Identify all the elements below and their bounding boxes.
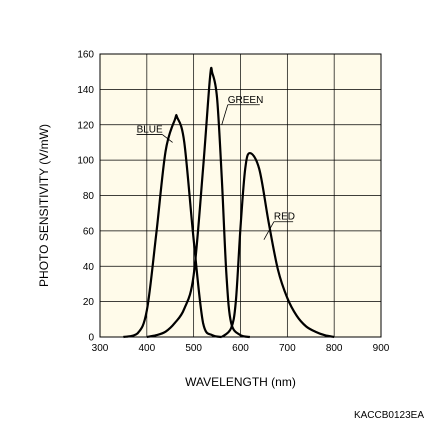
y-tick-label: 120 [77,120,94,131]
series-label-red: RED [274,212,295,223]
y-tick-label: 160 [77,50,94,61]
series-label-blue: BLUE [137,124,163,135]
x-axis-title: WAVELENGTH (nm) [185,375,296,389]
x-tick-label: 800 [326,343,343,354]
series-lines [123,66,335,339]
x-tick-label: 500 [185,343,202,354]
gridlines [100,54,381,337]
x-tick-label: 900 [373,343,390,354]
series-label-leader [161,134,173,143]
x-tick-label: 400 [138,343,155,354]
series-line-green [146,66,251,339]
y-tick-label: 0 [88,333,94,344]
series-line-blue [123,113,222,339]
y-tick-label: 100 [77,156,94,167]
series-labels: BLUE GREEN RED [136,95,295,240]
series-label-leader [263,221,275,240]
x-tick-label: 600 [232,343,249,354]
series-label-leader [221,104,229,125]
y-tick-label: 60 [83,226,95,237]
figure-code: KACCB0123EA [354,410,424,421]
tick-labels: 300 400 500 600 700 800 900 0 20 40 60 80 100 120 140 1… [77,50,389,355]
series-line-red [221,151,335,339]
y-tick-label: 140 [77,85,94,96]
y-axis-title: PHOTO SENSITIVITY (V/mW) [37,124,51,287]
plot-frame [99,53,382,338]
y-tick-label: 80 [83,191,95,202]
y-tick-label: 40 [83,262,95,273]
y-tick-label: 20 [83,297,95,308]
x-tick-label: 700 [279,343,296,354]
x-tick-label: 300 [92,343,109,354]
series-label-green: GREEN [228,95,264,106]
